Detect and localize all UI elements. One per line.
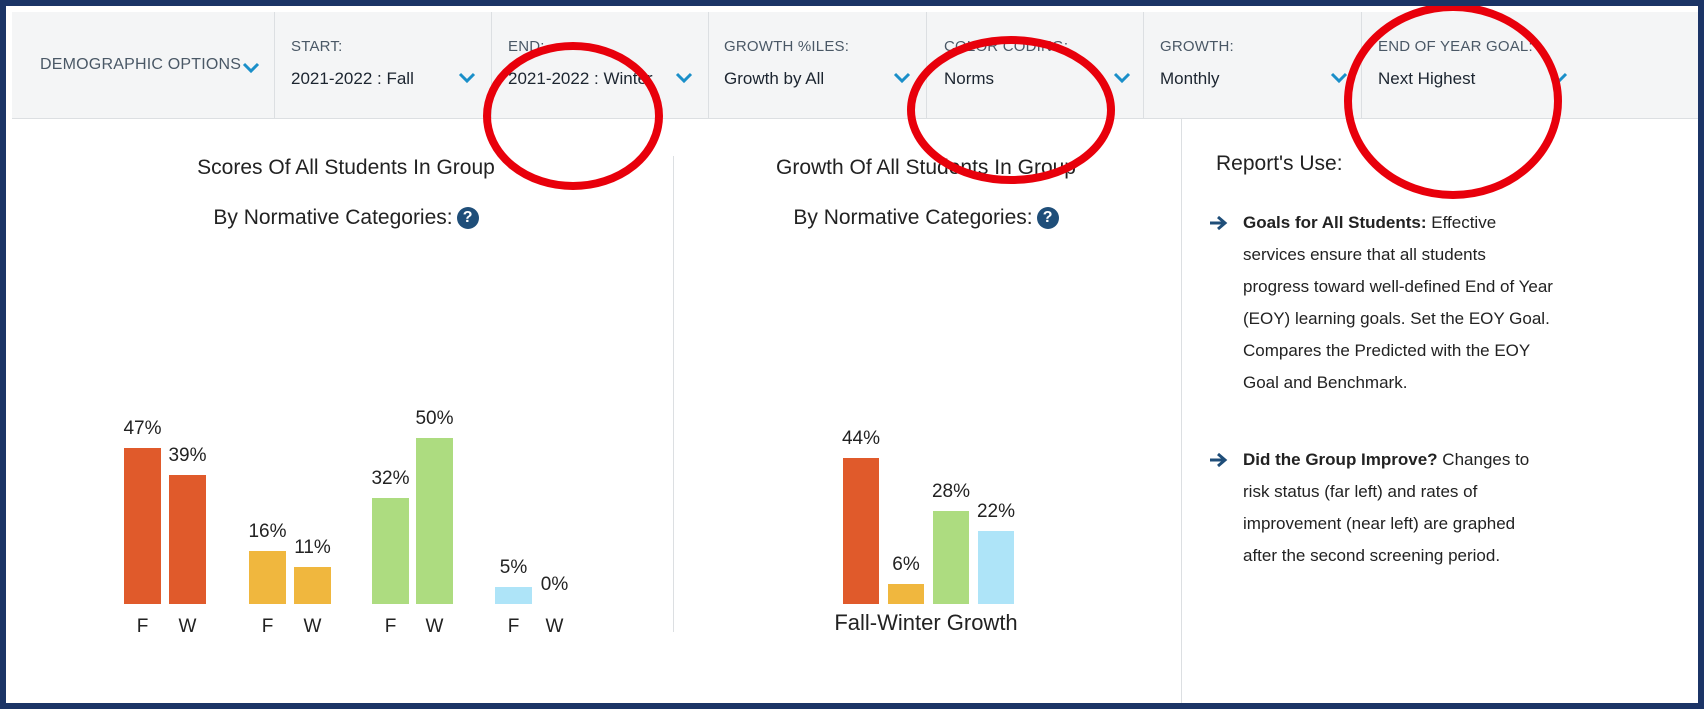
chevron[interactable]	[1113, 72, 1131, 84]
help-icon[interactable]: ?	[1036, 207, 1059, 230]
toolbar	[12, 12, 1698, 119]
value-label: 6%	[892, 554, 920, 576]
category-label: W	[303, 616, 322, 637]
value-label: 0%	[540, 574, 569, 595]
toolbar-divider	[491, 12, 492, 118]
category-label: W	[545, 616, 564, 637]
filter-value[interactable]: Next Highest	[1378, 69, 1476, 88]
category-label: F	[507, 616, 520, 637]
filter-value[interactable]: 2021-2022 : Winter	[508, 69, 653, 88]
toolbar-divider	[274, 12, 275, 118]
item-heading: Goals for All Students:	[1243, 213, 1427, 232]
separator	[1181, 118, 1182, 703]
bar	[169, 474, 206, 604]
filter-label: START:	[291, 38, 343, 55]
value-label: 47%	[123, 417, 162, 439]
value-label: 44%	[841, 427, 881, 449]
demographic-options[interactable]: DEMOGRAPHIC OPTIONS	[40, 56, 242, 73]
report-item: Goals for All Students: Effective servic…	[1243, 207, 1553, 399]
bar	[294, 567, 331, 604]
value-label: 50%	[415, 408, 454, 429]
subtitle-text: By Normative Categories:	[213, 206, 453, 229]
item-body: Effective services ensure that all stude…	[1243, 213, 1553, 392]
filter-value[interactable]: Growth by All	[724, 69, 825, 88]
value-label: 39%	[168, 444, 207, 466]
filter-label: GROWTH %ILES:	[724, 38, 850, 55]
x-axis-label: Fall-Winter Growth	[834, 610, 1018, 635]
value-label: 22%	[976, 500, 1016, 522]
arrow-icon	[1210, 452, 1228, 468]
bar	[933, 511, 969, 604]
toolbar-divider	[1143, 12, 1144, 118]
category-label: F	[136, 616, 149, 637]
bar	[978, 530, 1014, 604]
toolbar-divider	[708, 12, 709, 118]
item-heading: Did the Group Improve?	[1243, 450, 1438, 469]
value-label: 32%	[371, 467, 410, 489]
chevron[interactable]	[675, 72, 693, 84]
toolbar-divider	[926, 12, 927, 118]
filter-label: END OF YEAR GOAL:	[1378, 38, 1533, 55]
bar	[495, 587, 532, 604]
highlight-circle	[907, 36, 1115, 184]
toolbar-divider	[1361, 12, 1362, 118]
filter-value[interactable]: 2021-2022 : Fall	[291, 69, 414, 88]
chart-title: Growth Of All Students In Group	[776, 156, 1076, 179]
item-body: Changes to risk status (far left) and ra…	[1243, 450, 1530, 565]
bar	[416, 438, 453, 604]
annotations	[483, 6, 1562, 199]
category-label: F	[261, 616, 274, 637]
report-item: Did the Group Improve? Changes to risk s…	[1243, 444, 1553, 572]
chevron[interactable]	[458, 72, 476, 84]
chart-subtitle: By Normative Categories:?	[146, 206, 546, 230]
report-title: Report's Use:	[1216, 152, 1343, 175]
bar	[124, 447, 161, 604]
value-label: 5%	[499, 557, 528, 579]
help-icon[interactable]: ?	[456, 207, 479, 230]
chevron[interactable]	[1330, 72, 1348, 84]
category-label: W	[425, 616, 444, 637]
chart-subtitle: By Normative Categories:?	[726, 206, 1126, 230]
separator	[673, 156, 674, 632]
category-label: F	[384, 616, 397, 637]
chevron[interactable]	[242, 62, 260, 74]
subtitle-text: By Normative Categories:	[793, 206, 1033, 229]
filter-value[interactable]: Norms	[944, 69, 995, 88]
arrow-icon	[1210, 215, 1228, 231]
value-label: 16%	[248, 520, 287, 542]
bar	[888, 584, 924, 604]
category-label: W	[178, 616, 197, 637]
filter-value[interactable]: Monthly	[1160, 69, 1220, 88]
highlight-circle	[483, 42, 663, 190]
bar	[372, 497, 409, 604]
highlight-circle	[1344, 6, 1562, 199]
chart-title: Scores Of All Students In Group	[197, 156, 495, 179]
filter-label: GROWTH:	[1160, 38, 1234, 55]
value-label: 11%	[294, 537, 331, 559]
bar	[249, 550, 286, 604]
value-label: 28%	[931, 481, 971, 503]
bar	[843, 457, 879, 604]
chevron[interactable]	[893, 72, 911, 84]
